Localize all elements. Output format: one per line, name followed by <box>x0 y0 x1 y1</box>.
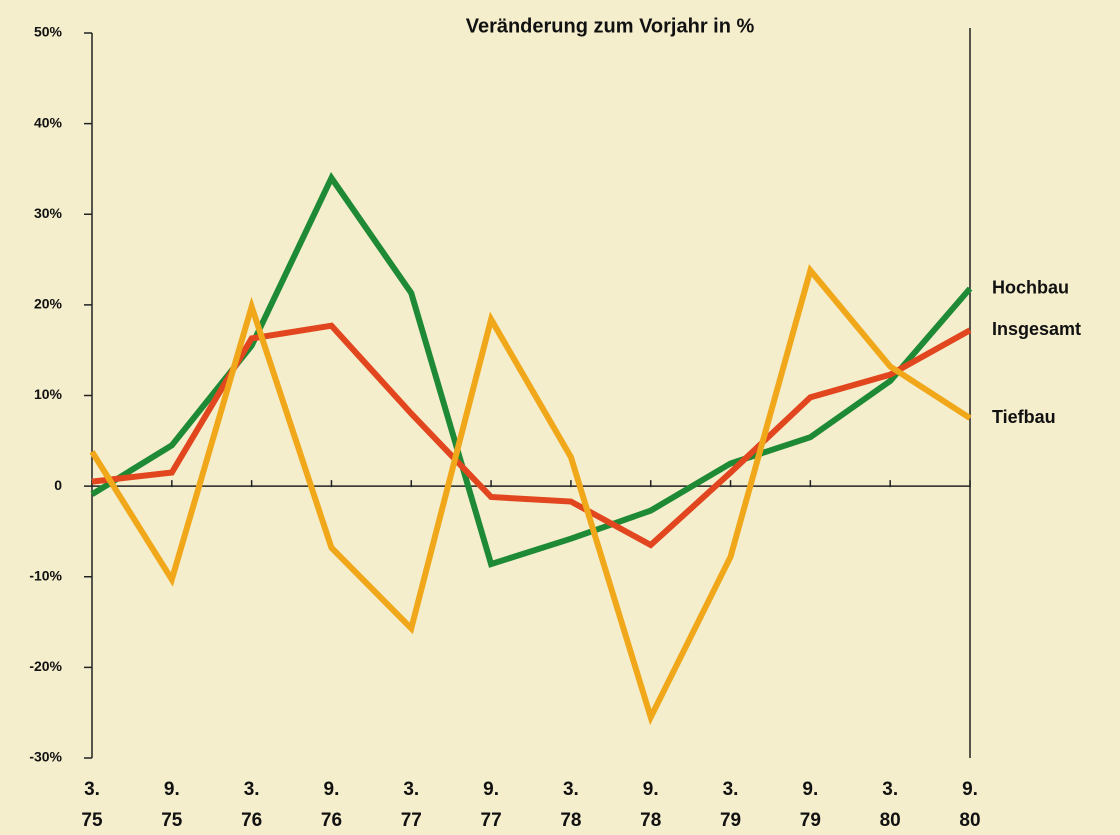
x-tick-label: 3. <box>723 779 739 800</box>
x-tick-label: 76 <box>241 810 262 831</box>
x-tick-label: 3. <box>882 779 898 800</box>
y-tick-label: 0 <box>54 477 62 493</box>
x-tick-label: 9. <box>483 779 499 800</box>
legend-label: Tiefbau <box>992 407 1056 427</box>
x-tick-label: 78 <box>560 810 581 831</box>
x-tick-label: 77 <box>481 810 502 831</box>
y-tick-label: 30% <box>34 205 63 221</box>
series-line <box>91 322 972 549</box>
x-tick-label: 9. <box>802 779 818 800</box>
chart-title: Veränderung zum Vorjahr in % <box>466 15 755 37</box>
x-tick-label: 77 <box>401 810 422 831</box>
y-tick-label: -20% <box>29 658 62 674</box>
x-tick-label: 78 <box>640 810 661 831</box>
x-tick-label: 9. <box>324 779 340 800</box>
x-tick-label: 76 <box>321 810 342 831</box>
x-tick-label: 79 <box>800 810 821 831</box>
legend-label: Hochbau <box>992 277 1069 297</box>
x-tick-label: 3. <box>403 779 419 800</box>
x-tick-label: 79 <box>720 810 741 831</box>
x-tick-label: 75 <box>81 810 103 831</box>
x-tick-label: 3. <box>244 779 260 800</box>
x-tick-label: 80 <box>959 810 980 831</box>
x-tick-label: 3. <box>563 779 579 800</box>
y-tick-label: 10% <box>34 386 63 402</box>
x-tick-label: 75 <box>161 810 183 831</box>
y-tick-label: 50% <box>34 24 63 40</box>
series-line <box>90 172 973 568</box>
x-tick-label: 80 <box>880 810 901 831</box>
y-tick-label: -10% <box>29 567 62 583</box>
x-tick-label: 9. <box>164 779 180 800</box>
y-tick-label: -30% <box>29 749 62 765</box>
legend-label: Insgesamt <box>992 319 1081 339</box>
y-tick-label: 40% <box>34 114 63 130</box>
x-tick-label: 9. <box>962 779 978 800</box>
y-tick-label: 20% <box>34 296 63 312</box>
x-tick-label: 3. <box>84 779 100 800</box>
series-line <box>89 264 972 726</box>
x-tick-label: 9. <box>643 779 659 800</box>
